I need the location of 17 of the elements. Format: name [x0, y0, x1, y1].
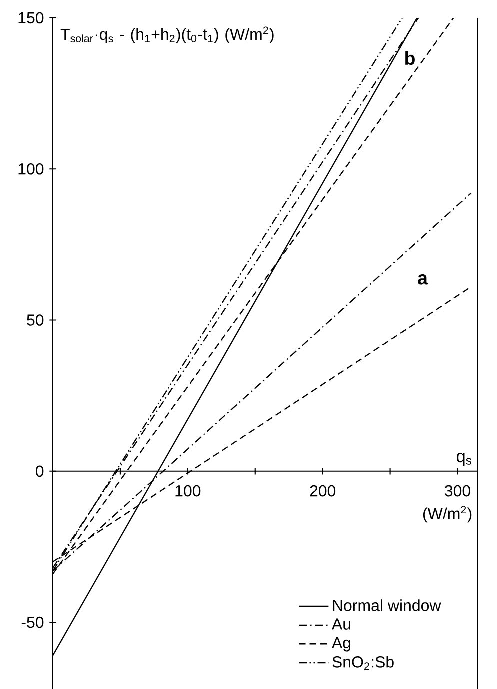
x-tick-label: 300 — [445, 485, 470, 497]
legend-label: SnO$_{2}$:Sb — [332, 656, 394, 670]
y-tick-label: 100 — [18, 163, 44, 175]
y-tick-label: -50 — [22, 616, 44, 628]
x-tick-label: 100 — [176, 485, 201, 497]
y-tick-label: 150 — [18, 12, 44, 24]
annotation: a — [418, 274, 428, 285]
y-tick-label: 0 — [36, 466, 44, 478]
legend-label: Ag — [332, 637, 350, 652]
y-tick-label: 50 — [27, 314, 44, 326]
legend-label: Normal window — [333, 600, 442, 612]
x-tick-label: 200 — [310, 485, 336, 497]
annotation: (W/m$^{2}$) — [423, 506, 472, 523]
legend-label: Au — [332, 618, 350, 630]
x-axis-title: q$_{s}$ — [456, 453, 472, 466]
text: T$_{solar}$·q$_{s}$ - (h$_{1}$+h$_{2}$)(t$_{0}$-t$_{1}$) (W/m$^{2}$) — [60, 26, 274, 44]
annotation: b — [406, 51, 415, 66]
